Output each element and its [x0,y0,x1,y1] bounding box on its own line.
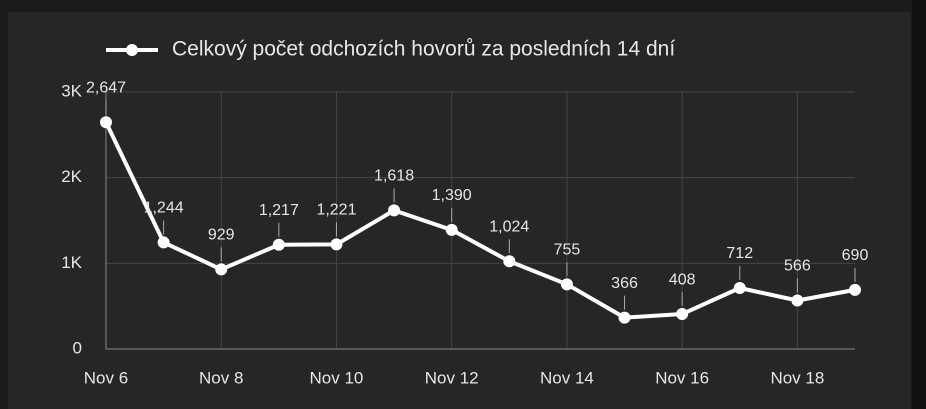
legend-marker [126,44,138,56]
data-label: 755 [554,242,581,259]
data-label: 712 [726,245,753,262]
data-label: 1,618 [374,168,414,185]
data-label: 566 [784,258,811,275]
x-tick-label: Nov 10 [310,368,364,387]
x-tick-label: Nov 18 [770,368,824,387]
point [215,263,228,276]
point [272,238,285,251]
point [100,116,112,129]
point [849,283,861,296]
point [676,308,689,321]
data-label: 929 [208,227,235,244]
x-tick-label: Nov 12 [425,368,479,387]
x-tick-label: Nov 6 [84,368,128,387]
data-label: 1,024 [489,218,529,235]
legend-label: Celkový počet odchozích hovorů za posled… [172,38,675,61]
data-label: 1,217 [259,202,299,219]
side-strip [912,0,926,409]
y-tick-label: 2K [61,167,82,186]
data-label: 1,390 [432,187,472,204]
point [791,294,804,307]
panel [8,12,911,409]
x-tick-label: Nov 16 [655,368,709,387]
legend: Celkový počet odchozích hovorů za posled… [106,38,675,61]
data-label: 1,221 [316,202,356,219]
point [560,278,573,291]
point [388,204,401,217]
y-tick-label: 1K [61,253,82,272]
point [503,255,516,268]
y-tick-label: 0 [73,338,82,357]
point [445,223,458,236]
x-tick-label: Nov 8 [199,368,243,387]
data-label: 1,244 [144,200,184,217]
point [733,282,746,295]
data-label: 366 [611,275,638,292]
y-tick-label: 3K [61,81,82,100]
data-label: 2,647 [86,79,126,96]
data-label: 408 [669,271,696,288]
point [330,238,343,251]
x-tick-label: Nov 14 [540,368,594,387]
point [157,236,170,249]
data-label: 690 [842,247,869,264]
point [618,311,631,324]
line [104,121,856,320]
